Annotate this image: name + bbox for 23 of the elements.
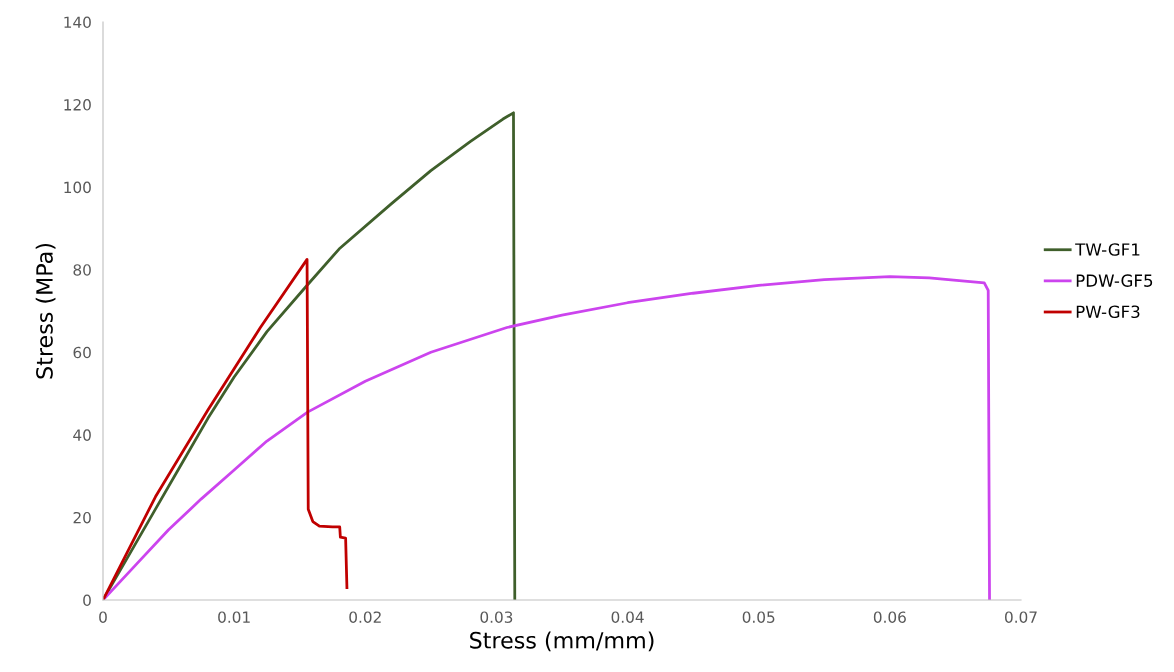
legend-label: TW-GF1	[1075, 243, 1140, 256]
x-tick-label: 0.01	[218, 611, 250, 623]
x-tick-label: 0.06	[873, 611, 906, 623]
x-axis-title: Stress (mm/mm)	[470, 631, 654, 652]
y-tick-label: 40	[73, 429, 91, 441]
x-tick-label: 0.07	[1005, 611, 1037, 623]
x-tick-label: 0.02	[349, 611, 381, 623]
y-tick-label: 60	[73, 346, 91, 359]
y-tick-label: 140	[64, 16, 91, 29]
y-tick-label: 120	[64, 99, 91, 111]
legend-label: PW-GF3	[1076, 305, 1140, 319]
y-tick-label: 100	[64, 181, 91, 194]
y-tick-label: 0	[83, 594, 91, 607]
x-tick-label: 0	[99, 611, 107, 623]
y-tick-label: 20	[73, 511, 91, 524]
line-series	[103, 258, 349, 600]
line-series	[103, 275, 991, 600]
x-tick-label: 0.05	[742, 611, 775, 623]
x-tick-label: 0.04	[611, 611, 644, 623]
y-tick-label: 80	[73, 264, 91, 276]
x-tick-label: 0.03	[480, 611, 513, 623]
y-axis-title: Stress (MPa)	[35, 243, 56, 379]
legend-label: PDW-GF5	[1076, 274, 1153, 287]
